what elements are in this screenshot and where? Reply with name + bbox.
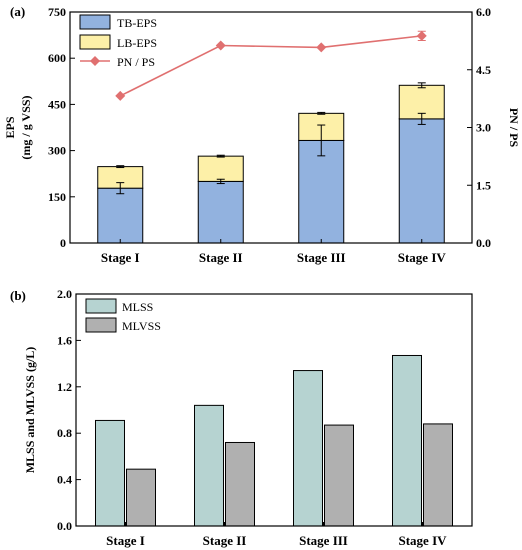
bar-tb-eps-3 bbox=[298, 139, 345, 244]
y-axis-label-a-line1: EPS bbox=[3, 116, 17, 138]
y2-tick-label-a-2: 3.0 bbox=[476, 121, 491, 135]
legend-swatch-tb-eps bbox=[79, 14, 111, 30]
legend-swatch-mlss bbox=[85, 298, 117, 314]
x-tick-label-a-4: Stage IV bbox=[398, 250, 447, 265]
y-tick-label-a-5: 750 bbox=[48, 5, 66, 19]
legend-label-pn-ps: PN / PS bbox=[117, 55, 155, 69]
plot-frame-b bbox=[75, 293, 473, 527]
bar-mlss-2 bbox=[194, 404, 224, 527]
x-tick-label-b-2: Stage II bbox=[203, 533, 247, 548]
bar-tb-eps-2 bbox=[197, 180, 244, 244]
x-tick-label-a-1: Stage I bbox=[101, 250, 140, 265]
y2-axis-label-a: PN / PS bbox=[507, 108, 521, 148]
error-bar-lb-eps-1 bbox=[116, 165, 125, 169]
marker-pn-ps-2 bbox=[215, 40, 226, 51]
y-tick-label-a-2: 300 bbox=[48, 144, 66, 158]
y-tick-label-b-0: 0.0 bbox=[57, 519, 72, 533]
y2-tick-label-a-1: 1.5 bbox=[476, 178, 491, 192]
error-bar-tb-eps-4 bbox=[417, 112, 426, 125]
marker-pn-ps-4 bbox=[416, 30, 427, 41]
y2-tick-label-a-4: 6.0 bbox=[476, 5, 491, 19]
error-bar-lb-eps-2 bbox=[216, 154, 225, 158]
y-tick-label-a-4: 600 bbox=[48, 51, 66, 65]
legend-b: MLSS MLVSS bbox=[85, 298, 161, 333]
legend-label-mlss: MLSS bbox=[122, 300, 153, 314]
bar-mlss-1 bbox=[95, 419, 125, 527]
error-bar-tb-eps-1 bbox=[116, 182, 125, 195]
bar-mlvss-3 bbox=[324, 424, 354, 527]
marker-pn-ps-1 bbox=[115, 90, 126, 101]
x-tick-label-a-3: Stage III bbox=[297, 250, 346, 265]
y-tick-label-b-5: 2.0 bbox=[57, 287, 72, 301]
marker-pn-ps-3 bbox=[316, 42, 327, 53]
bar-mlvss-4 bbox=[423, 423, 453, 527]
legend-label-tb-eps: TB-EPS bbox=[117, 16, 157, 30]
y2-tick-label-a-0: 0.0 bbox=[476, 236, 491, 250]
bar-mlss-3 bbox=[293, 370, 323, 527]
error-bar-lb-eps-3 bbox=[317, 111, 326, 115]
y-tick-label-b-4: 1.6 bbox=[57, 333, 72, 347]
panel-label-b: (b) bbox=[10, 288, 26, 303]
legend-marker-pn-ps bbox=[90, 56, 100, 66]
bar-tb-eps-4 bbox=[398, 118, 445, 244]
legend-label-mlvss: MLVSS bbox=[122, 319, 161, 333]
legend-label-lb-eps: LB-EPS bbox=[117, 36, 157, 50]
y2-tick-label-a-3: 4.5 bbox=[476, 63, 491, 77]
y-tick-label-b-1: 0.4 bbox=[57, 473, 72, 487]
bar-lb-eps-2 bbox=[197, 155, 244, 182]
x-tick-label-b-3: Stage III bbox=[299, 533, 348, 548]
bar-mlvss-1 bbox=[126, 468, 156, 527]
bar-mlss-4 bbox=[392, 354, 422, 527]
legend-swatch-mlvss bbox=[85, 317, 117, 333]
bar-mlvss-2 bbox=[225, 441, 255, 527]
y-tick-label-b-3: 1.2 bbox=[57, 380, 72, 394]
x-tick-label-b-4: Stage IV bbox=[398, 533, 447, 548]
y-axis-label-a-line2: (mg / g VSS) bbox=[19, 95, 33, 159]
x-tick-label-a-2: Stage II bbox=[199, 250, 243, 265]
y-tick-label-a-0: 0 bbox=[60, 236, 66, 250]
y-tick-label-a-3: 450 bbox=[48, 97, 66, 111]
legend-swatch-lb-eps bbox=[79, 34, 111, 50]
legend-a: TB-EPS LB-EPS PN / PS bbox=[79, 14, 157, 69]
bar-tb-eps-1 bbox=[97, 187, 144, 244]
x-tick-label-b-1: Stage I bbox=[106, 533, 145, 548]
error-bar-lb-eps-4 bbox=[417, 82, 426, 89]
y-axis-label-b: MLSS and MLVSS (g/L) bbox=[23, 347, 37, 474]
error-bar-tb-eps-2 bbox=[216, 178, 225, 185]
y-tick-label-a-1: 150 bbox=[48, 190, 66, 204]
panel-label-a: (a) bbox=[10, 4, 25, 19]
y-tick-label-b-2: 0.8 bbox=[57, 426, 72, 440]
line-pn-ps bbox=[119, 35, 422, 97]
error-bar-tb-eps-3 bbox=[317, 124, 326, 157]
